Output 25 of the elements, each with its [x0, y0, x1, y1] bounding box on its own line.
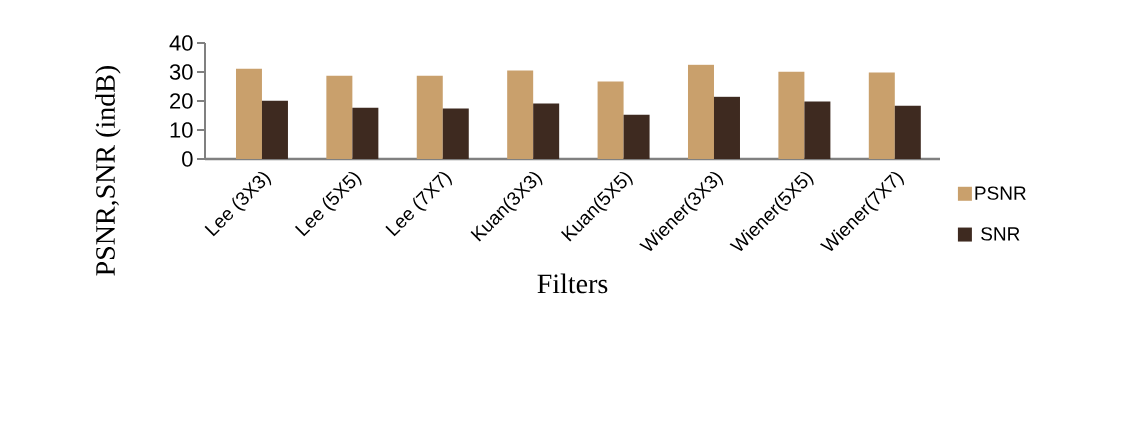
bar: [868, 72, 895, 159]
bar: [507, 70, 534, 159]
bar: [533, 103, 560, 159]
bar: [326, 75, 353, 159]
bar: [442, 108, 469, 159]
y-tick-label: 0: [182, 151, 193, 167]
y-tick-label: 40: [169, 35, 193, 51]
bar: [597, 81, 624, 159]
bar: [623, 114, 650, 159]
y-axis-title: PSNR,SNR (indB): [95, 66, 121, 276]
bar: [713, 96, 740, 159]
x-axis-title: Filters: [537, 273, 608, 294]
bar: [804, 101, 831, 159]
legend-label: SNR: [981, 227, 1020, 241]
legend-label: PSNR: [975, 186, 1026, 200]
bar: [687, 64, 714, 159]
bar: [894, 105, 921, 159]
bar: [235, 68, 262, 159]
bar: [778, 71, 805, 159]
y-tick-label: 30: [169, 64, 193, 80]
y-tick-label: 20: [170, 93, 193, 109]
bar: [352, 107, 379, 159]
bar: [261, 100, 288, 159]
bar: [416, 75, 443, 159]
y-tick-label: 10: [170, 122, 193, 138]
